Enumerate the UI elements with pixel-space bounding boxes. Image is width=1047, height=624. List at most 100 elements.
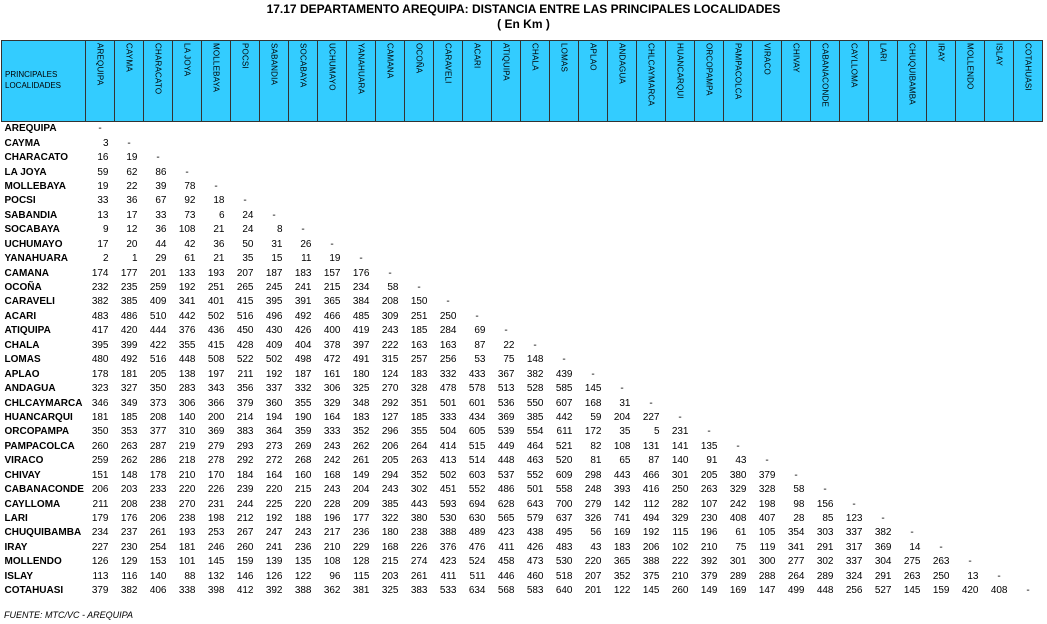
empty-cell xyxy=(202,165,231,179)
empty-cell xyxy=(608,165,637,179)
cell: 260 xyxy=(236,541,254,553)
empty-cell xyxy=(405,165,434,179)
cell: 65 xyxy=(619,455,631,467)
cell: 442 xyxy=(178,310,196,322)
cell: 294 xyxy=(381,469,399,481)
empty-cell xyxy=(637,136,666,150)
cell: 446 xyxy=(497,570,515,582)
cell: 333 xyxy=(439,411,457,423)
cell: - xyxy=(127,137,131,149)
empty-cell xyxy=(898,223,927,237)
empty-cell xyxy=(695,194,724,208)
cell: 210 xyxy=(671,570,689,582)
empty-cell xyxy=(811,194,840,208)
cell: 22 xyxy=(503,339,515,351)
table-row: CHARACATO 16 19 - xyxy=(2,151,1043,165)
cell: 12 xyxy=(126,224,138,236)
table-row: MOLLENDO 126 129 153 101 145 159 139 135 108 128 21… xyxy=(2,555,1043,569)
cell: 365 xyxy=(613,556,631,568)
empty-cell xyxy=(985,382,1014,396)
empty-cell xyxy=(637,165,666,179)
empty-cell xyxy=(927,223,956,237)
cell: 364 xyxy=(265,426,283,438)
cell: 232 xyxy=(91,282,109,294)
empty-cell xyxy=(840,252,869,266)
cell: 466 xyxy=(642,469,660,481)
empty-cell xyxy=(898,295,927,309)
empty-cell xyxy=(579,252,608,266)
cell: 201 xyxy=(149,267,167,279)
empty-cell xyxy=(869,194,898,208)
cell: 211 xyxy=(92,498,109,510)
cell: 528 xyxy=(526,383,544,395)
empty-cell xyxy=(318,209,347,223)
empty-cell xyxy=(724,223,753,237)
cell: 411 xyxy=(498,541,515,553)
empty-cell xyxy=(782,382,811,396)
title: 17.17 DEPARTAMENTO AREQUIPA: DISTANCIA E… xyxy=(266,2,781,16)
cell: 231 xyxy=(671,426,689,438)
column-header-text: PAMPACOLCA xyxy=(733,43,743,100)
cell: 609 xyxy=(555,469,573,481)
cell: 473 xyxy=(526,556,544,568)
empty-cell xyxy=(637,238,666,252)
empty-cell xyxy=(318,194,347,208)
cell: 230 xyxy=(120,541,138,553)
cell: 181 xyxy=(91,411,109,423)
cell: - xyxy=(939,541,943,553)
column-header-text: CHARACATO xyxy=(153,43,163,95)
empty-cell xyxy=(753,194,782,208)
empty-cell xyxy=(1014,353,1043,367)
cell: 277 xyxy=(787,556,805,568)
cell: 409 xyxy=(149,296,167,308)
cell: 247 xyxy=(265,527,283,539)
cell: 56 xyxy=(590,527,602,539)
cell: - xyxy=(214,180,218,192)
empty-cell xyxy=(637,194,666,208)
empty-cell xyxy=(666,252,695,266)
column-header-text: HUANCARQUI xyxy=(675,43,685,99)
empty-cell xyxy=(927,238,956,252)
empty-cell xyxy=(492,238,521,252)
empty-cell xyxy=(579,310,608,324)
empty-cell xyxy=(666,151,695,165)
empty-cell xyxy=(782,223,811,237)
cell: 516 xyxy=(149,354,167,366)
cell: 108 xyxy=(613,440,631,452)
empty-cell xyxy=(318,151,347,165)
cell: 326 xyxy=(584,513,602,525)
empty-cell xyxy=(405,136,434,150)
empty-cell xyxy=(811,180,840,194)
empty-cell xyxy=(927,165,956,179)
empty-cell xyxy=(927,483,956,497)
empty-cell xyxy=(666,136,695,150)
empty-cell xyxy=(927,151,956,165)
cell: 206 xyxy=(149,513,167,525)
cell: 17 xyxy=(97,238,109,250)
cell: 287 xyxy=(149,440,167,452)
empty-cell xyxy=(956,295,985,309)
cell: 243 xyxy=(381,325,399,337)
cell: 11 xyxy=(301,253,312,265)
empty-cell xyxy=(840,483,869,497)
column-header: CHLCAYMARCA xyxy=(636,40,666,122)
cell: 59 xyxy=(97,166,109,178)
cell: 183 xyxy=(352,411,370,423)
empty-cell xyxy=(666,310,695,324)
cell: 208 xyxy=(120,498,138,510)
cell: 585 xyxy=(555,383,573,395)
empty-cell xyxy=(1014,295,1043,309)
cell: 268 xyxy=(294,455,312,467)
empty-cell xyxy=(434,223,463,237)
empty-cell xyxy=(521,252,550,266)
cell: 206 xyxy=(642,541,660,553)
empty-cell xyxy=(1014,151,1043,165)
empty-cell xyxy=(666,165,695,179)
cell: 514 xyxy=(468,455,486,467)
cell: 148 xyxy=(526,354,544,366)
row-label: ACARI xyxy=(4,310,37,322)
empty-cell xyxy=(782,180,811,194)
cell: - xyxy=(620,383,624,395)
empty-cell xyxy=(956,324,985,338)
column-header-text: MOLLEBAYA xyxy=(211,43,221,93)
